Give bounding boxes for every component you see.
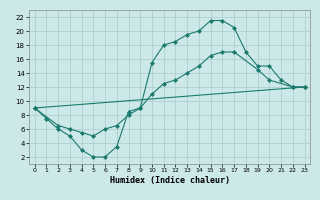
X-axis label: Humidex (Indice chaleur): Humidex (Indice chaleur)	[109, 176, 229, 185]
